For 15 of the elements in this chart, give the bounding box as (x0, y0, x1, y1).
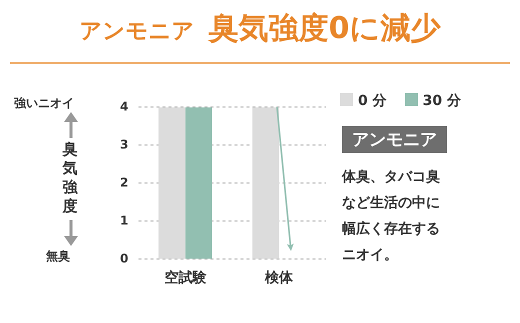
text: 無臭 (46, 248, 70, 265)
y-tick-label: 1 (120, 213, 128, 228)
y-tick-label: 2 (120, 175, 128, 190)
y-tick-label: 0 (120, 251, 128, 266)
y-tick-label: 3 (120, 137, 128, 152)
x-tick-label: 空試験 (164, 269, 208, 286)
legend-label: 30 分 (422, 92, 461, 110)
text: アンモニア (342, 126, 447, 153)
legend-label: 0 分 (357, 92, 387, 110)
text: 強いニオイ (14, 95, 74, 112)
y-axis-title: 臭気強度 (62, 140, 78, 216)
chart-title: アンモニア 臭気強度0に減少 (80, 11, 440, 46)
x-tick-label: 検体 (264, 270, 294, 286)
y-tick-label: 4 (120, 99, 128, 114)
text: 体臭、タバコ臭など生活の中に幅広く存在するニオイ。 (342, 168, 441, 265)
